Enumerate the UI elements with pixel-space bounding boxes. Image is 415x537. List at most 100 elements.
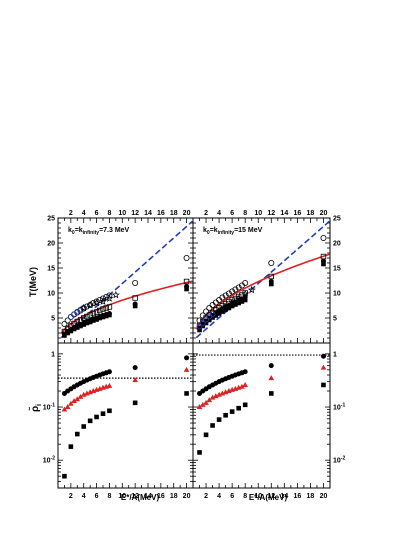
marker-open-circle bbox=[100, 295, 107, 302]
marker-open-circle bbox=[320, 234, 327, 241]
x-tick-label: 10 bbox=[254, 493, 262, 500]
marker-open-circle bbox=[242, 279, 249, 286]
marker-open-square bbox=[81, 315, 87, 321]
marker-filled-square bbox=[62, 473, 67, 479]
marker-filled-square bbox=[84, 320, 90, 326]
marker-filled-triangle bbox=[268, 375, 275, 381]
marker-filled-square bbox=[91, 318, 96, 323]
panel-top-left: 2 4 6 8 10 12 14 16 18 20 5 10 15 20 25 bbox=[47, 210, 194, 344]
marker-open-star bbox=[92, 298, 101, 307]
marker-open-square bbox=[103, 305, 109, 311]
marker-filled-triangle bbox=[213, 393, 219, 399]
marker-filled-triangle bbox=[68, 400, 74, 406]
marker-filled-triangle bbox=[71, 397, 77, 403]
x-tick-label: 14 bbox=[144, 493, 152, 500]
marker-filled-square bbox=[220, 309, 225, 314]
marker-open-square bbox=[132, 295, 138, 301]
x-tick-label-top: 20 bbox=[183, 210, 191, 217]
tick-exponent: -1 bbox=[341, 403, 346, 409]
annotation-left-val: =7.3 MeV bbox=[99, 227, 129, 234]
marker-filled-triangle bbox=[199, 401, 206, 407]
marker-filled-triangle bbox=[216, 391, 222, 397]
marker-filled-square bbox=[65, 330, 70, 336]
x-tick-label: 16 bbox=[293, 493, 301, 500]
marker-open-star bbox=[241, 289, 250, 298]
x-tick-label: 4 bbox=[217, 493, 221, 500]
tick-exponent: -2 bbox=[51, 456, 56, 462]
marker-filled-triangle bbox=[64, 404, 71, 410]
marker-open-circle-blue bbox=[199, 320, 206, 326]
marker-filled-square bbox=[184, 286, 189, 292]
y-tick-label: 25 bbox=[47, 216, 55, 223]
marker-filled-circle bbox=[184, 355, 190, 361]
marker-filled-square bbox=[71, 326, 77, 332]
marker-open-circle-blue bbox=[68, 314, 74, 320]
marker-filled-square bbox=[197, 327, 202, 333]
x-tick-label: 18 bbox=[307, 493, 315, 500]
marker-filled-circle bbox=[320, 353, 326, 359]
x-tick-label-top: 12 bbox=[131, 210, 139, 217]
x-tick-label-top: 16 bbox=[293, 210, 301, 217]
y-tick-label-right: 15 bbox=[333, 266, 341, 273]
x-tick-label: 6 bbox=[230, 493, 234, 500]
marker-filled-triangle bbox=[183, 366, 190, 372]
tick-base: 10 bbox=[43, 405, 51, 412]
marker-filled-square bbox=[81, 424, 87, 429]
marker-open-star bbox=[247, 285, 256, 294]
x-tick-label: 20 bbox=[183, 493, 191, 500]
marker-filled-square bbox=[210, 423, 215, 428]
marker-filled-square bbox=[216, 311, 222, 316]
marker-open-square bbox=[93, 309, 100, 315]
annotation-right-eq: =k bbox=[210, 227, 218, 234]
marker-filled-square bbox=[107, 312, 112, 318]
marker-open-circle-blue bbox=[203, 316, 209, 323]
x-tick-label: 12 bbox=[131, 493, 139, 500]
x-tick-label: 10 bbox=[118, 493, 126, 500]
marker-filled-square bbox=[87, 418, 93, 424]
marker-filled-square bbox=[100, 411, 106, 416]
annotation-left-k: k bbox=[68, 227, 72, 234]
marker-filled-triangle bbox=[209, 394, 216, 400]
x-tick-label: 4 bbox=[82, 493, 86, 500]
tick-base: 10 bbox=[333, 458, 341, 465]
tick-base: 10 bbox=[333, 405, 341, 412]
marker-filled-circle bbox=[132, 365, 138, 371]
marker-filled-triangle bbox=[242, 381, 248, 387]
marker-open-circle bbox=[235, 284, 242, 291]
marker-open-circle bbox=[268, 259, 275, 266]
marker-filled-square bbox=[236, 300, 241, 306]
marker-filled-square bbox=[207, 317, 212, 323]
x-tick-label: 20 bbox=[320, 493, 328, 500]
marker-open-square bbox=[106, 304, 113, 310]
x-tick-label-top: 18 bbox=[170, 210, 178, 217]
x-tick-label: 16 bbox=[157, 493, 165, 500]
marker-filled-triangle bbox=[77, 393, 84, 399]
annotation-right-sub0: 0 bbox=[207, 230, 210, 236]
marker-filled-square bbox=[242, 402, 248, 408]
marker-open-star bbox=[234, 294, 243, 303]
x-tick-label: 8 bbox=[243, 493, 247, 500]
marker-filled-square bbox=[103, 313, 109, 319]
marker-filled-triangle bbox=[106, 382, 113, 388]
x-tick-label: 2 bbox=[204, 493, 208, 500]
marker-filled-square bbox=[74, 325, 80, 330]
y-tick-label: 20 bbox=[47, 241, 55, 248]
x-tick-label-top: 8 bbox=[107, 210, 111, 217]
x-tick-label-top: 14 bbox=[144, 210, 152, 217]
tick-exponent: -2 bbox=[341, 456, 346, 462]
marker-open-circle bbox=[219, 294, 226, 301]
x-tick-label: 18 bbox=[170, 493, 178, 500]
marker-open-circle bbox=[106, 292, 113, 299]
x-tick-label: 8 bbox=[107, 493, 111, 500]
marker-filled-square bbox=[62, 333, 67, 338]
x-tick-label-top: 2 bbox=[69, 210, 73, 217]
marker-filled-circle bbox=[106, 369, 112, 375]
ylabel-bottom: ρ̃ i bbox=[28, 404, 43, 412]
marker-filled-square bbox=[94, 317, 99, 322]
ylabel-top: T(MeV) bbox=[28, 267, 38, 297]
marker-open-star bbox=[105, 294, 114, 302]
marker-filled-square bbox=[242, 297, 248, 303]
marker-filled-triangle bbox=[206, 397, 213, 403]
